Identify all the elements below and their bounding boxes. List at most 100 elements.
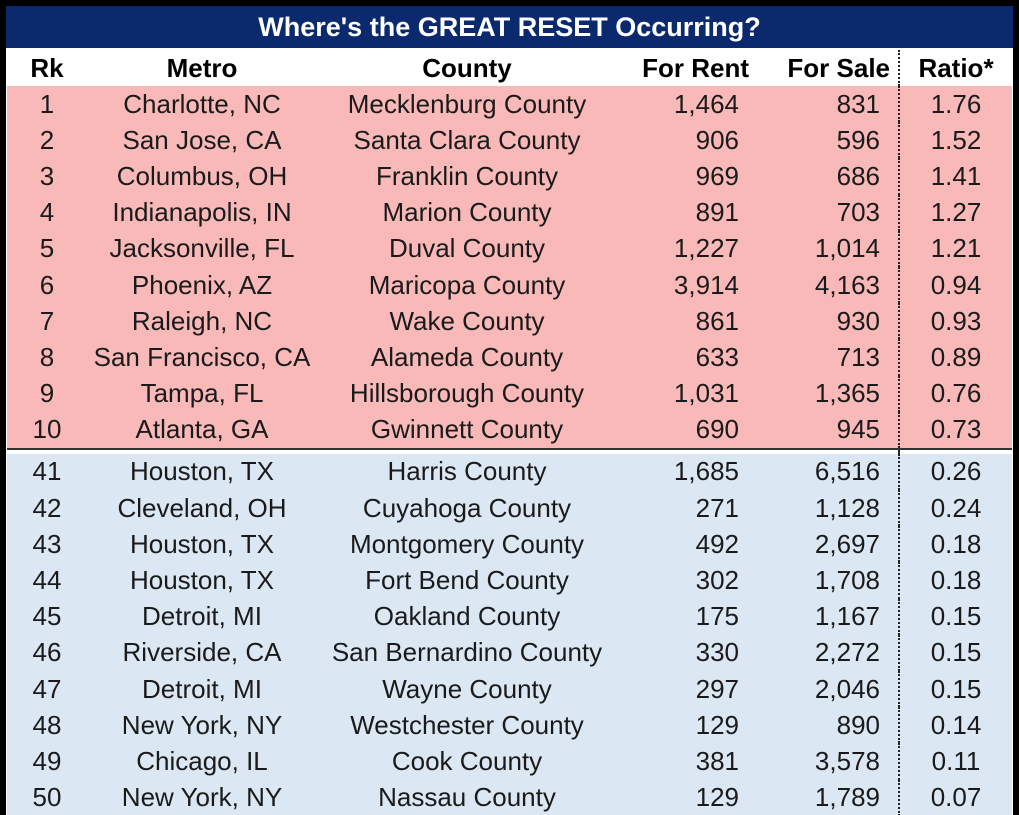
cell-for-rent: 1,031 — [673, 378, 739, 409]
cell-for-sale: 6,516 — [814, 456, 880, 487]
cell-metro: Riverside, CA — [122, 637, 282, 668]
cell-for-rent: 129 — [695, 709, 739, 740]
cell-county: Wake County — [389, 305, 545, 336]
cell-county: Harris County — [387, 456, 547, 487]
table-row: 5 Jacksonville, FL Duval County 1,227 1,014 1… — [7, 230, 1012, 267]
col-header-county: County — [317, 50, 617, 86]
cell-metro: Houston, TX — [129, 528, 275, 559]
cell-metro: Houston, TX — [129, 565, 275, 596]
cell-ratio: 0.76 — [898, 375, 1012, 412]
cell-metro: Chicago, IL — [136, 745, 268, 776]
cell-for-rent: 633 — [695, 341, 739, 372]
cell-for-rent: 969 — [695, 160, 739, 191]
cell-rank: 7 — [39, 305, 55, 336]
cell-county: Santa Clara County — [353, 124, 581, 155]
table-row: 43 Houston, TX Montgomery County 492 2,697 0.… — [7, 526, 1012, 563]
cell-county: Marion County — [382, 197, 552, 228]
cell-rank: 6 — [39, 269, 55, 300]
cell-for-sale: 890 — [836, 709, 880, 740]
cell-for-sale: 1,167 — [814, 601, 880, 632]
table-row: 46 Riverside, CA San Bernardino County 330 2… — [7, 634, 1012, 671]
cell-county: Duval County — [388, 233, 546, 264]
cell-metro: Phoenix, AZ — [131, 269, 273, 300]
cell-metro: New York, NY — [121, 709, 283, 740]
reset-table: Rk Metro County For Rent For Sale Ratio*… — [7, 50, 1012, 815]
table-title: Where's the GREAT RESET Occurring? — [6, 6, 1013, 50]
cell-rank: 4 — [39, 197, 55, 228]
cell-for-rent: 129 — [695, 782, 739, 813]
cell-for-rent: 330 — [695, 637, 739, 668]
cell-rank: 48 — [32, 709, 62, 740]
cell-county: Alameda County — [370, 341, 564, 372]
cell-rank: 2 — [39, 124, 55, 155]
table-row: 6 Phoenix, AZ Maricopa County 3,914 4,163 0.9… — [7, 266, 1012, 304]
cell-rank: 43 — [32, 528, 62, 559]
cell-rank: 10 — [32, 414, 62, 445]
cell-county: Franklin County — [375, 160, 559, 191]
cell-for-sale: 2,272 — [814, 637, 880, 668]
cell-metro: Cleveland, OH — [117, 492, 287, 523]
cell-metro: Columbus, OH — [116, 160, 288, 191]
table-row: 45 Detroit, MI Oakland County 175 1,167 0.15 — [7, 598, 1012, 635]
table-row: 41 Houston, TX Harris County 1,685 6,516 0.26 — [7, 453, 1012, 491]
table-row: 44 Houston, TX Fort Bend County 302 1,708 0.1… — [7, 562, 1012, 599]
cell-for-rent: 302 — [695, 565, 739, 596]
cell-rank: 42 — [32, 492, 62, 523]
cell-county: Mecklenburg County — [347, 88, 587, 119]
cell-ratio: 1.21 — [898, 230, 1012, 267]
cell-for-sale: 930 — [836, 305, 880, 336]
cell-for-rent: 1,685 — [673, 456, 739, 487]
cell-for-sale: 4,163 — [814, 269, 880, 300]
cell-county: Oakland County — [373, 601, 561, 632]
cell-county: Westchester County — [350, 709, 584, 740]
cell-county: Maricopa County — [368, 269, 566, 300]
cell-ratio: 1.41 — [898, 158, 1012, 195]
cell-for-sale: 945 — [836, 414, 880, 445]
group-separator — [7, 447, 1012, 454]
cell-county: Hillsborough County — [349, 378, 585, 409]
cell-rank: 8 — [39, 341, 55, 372]
cell-county: Wayne County — [382, 673, 552, 704]
cell-for-rent: 381 — [695, 745, 739, 776]
bottom-ten-group: 41 Houston, TX Harris County 1,685 6,516 0.26… — [7, 453, 1012, 815]
cell-metro: Detroit, MI — [142, 601, 262, 632]
cell-county: Nassau County — [378, 782, 556, 813]
cell-rank: 1 — [39, 88, 55, 119]
cell-rank: 5 — [39, 233, 55, 264]
cell-rank: 41 — [32, 456, 62, 487]
cell-ratio: 0.11 — [898, 743, 1012, 780]
top-ten-group: 1 Charlotte, NC Mecklenburg County 1,464 831… — [7, 86, 1012, 449]
cell-county: Montgomery County — [349, 528, 585, 559]
cell-county: Cuyahoga County — [362, 492, 572, 523]
cell-ratio: 0.15 — [898, 671, 1012, 708]
cell-for-sale: 2,697 — [814, 528, 880, 559]
cell-for-sale: 1,708 — [814, 565, 880, 596]
col-header-for-sale: For Sale — [757, 50, 899, 86]
cell-county: San Bernardino County — [331, 637, 603, 668]
cell-metro: San Jose, CA — [122, 124, 282, 155]
table-row: 8 San Francisco, CA Alameda County 633 713 0.… — [7, 339, 1012, 376]
cell-for-rent: 1,464 — [673, 88, 739, 119]
cell-for-sale: 713 — [836, 341, 880, 372]
cell-for-rent: 690 — [695, 414, 739, 445]
cell-for-rent: 891 — [695, 197, 739, 228]
cell-ratio: 0.14 — [898, 707, 1012, 744]
cell-ratio: 0.94 — [898, 266, 1012, 304]
cell-for-rent: 861 — [695, 305, 739, 336]
cell-for-sale: 2,046 — [814, 673, 880, 704]
cell-for-rent: 3,914 — [673, 269, 739, 300]
cell-metro: Raleigh, NC — [131, 305, 273, 336]
cell-metro: Atlanta, GA — [135, 414, 269, 445]
cell-for-sale: 3,578 — [814, 745, 880, 776]
table-row: 47 Detroit, MI Wayne County 297 2,046 0.15 — [7, 671, 1012, 708]
cell-for-sale: 1,128 — [814, 492, 880, 523]
table-figure: Where's the GREAT RESET Occurring? Rk Me… — [6, 6, 1013, 815]
cell-for-sale: 703 — [836, 197, 880, 228]
cell-ratio: 0.15 — [898, 634, 1012, 671]
table-row: 50 New York, NY Nassau County 129 1,789 0.07 — [7, 779, 1012, 815]
table-row: 48 New York, NY Westchester County 129 890 0.… — [7, 707, 1012, 744]
cell-ratio: 0.89 — [898, 339, 1012, 376]
cell-rank: 50 — [32, 782, 62, 813]
cell-for-sale: 1,365 — [814, 378, 880, 409]
cell-ratio: 1.76 — [898, 86, 1012, 123]
